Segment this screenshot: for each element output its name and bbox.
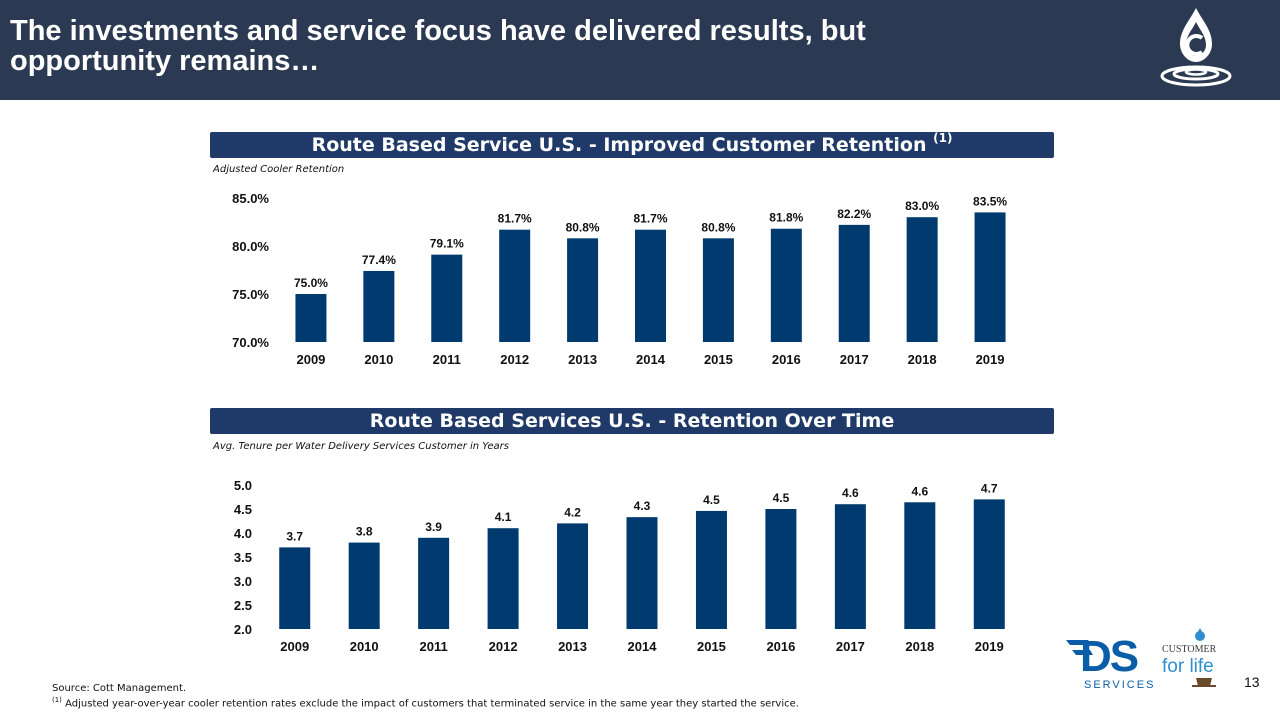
tenure-bar bbox=[695, 510, 727, 629]
tenure-ytick-label: 2.0 bbox=[234, 622, 252, 637]
retention-bar bbox=[431, 254, 463, 342]
retention-bar bbox=[363, 270, 395, 342]
page-number: 13 bbox=[1244, 674, 1260, 690]
retention-value-label: 80.8% bbox=[566, 220, 600, 234]
tenure-bar bbox=[487, 528, 519, 629]
tenure-bar bbox=[279, 547, 311, 629]
tenure-value-label: 4.2 bbox=[564, 505, 581, 519]
retention-category-label: 2017 bbox=[840, 352, 869, 367]
cott-logo-icon bbox=[1160, 8, 1232, 87]
retention-value-label: 79.1% bbox=[430, 237, 464, 251]
retention-value-label: 81.7% bbox=[633, 212, 667, 226]
tenure-bar bbox=[765, 509, 797, 629]
retention-value-label: 77.4% bbox=[362, 253, 396, 267]
tenure-value-label: 3.9 bbox=[425, 520, 442, 534]
retention-ytick-label: 75.0% bbox=[232, 287, 269, 302]
tenure-bar bbox=[904, 502, 936, 629]
footnote-marker: (1) bbox=[52, 696, 62, 704]
customer-text: CUSTOMER bbox=[1162, 644, 1217, 655]
retention-value-label: 83.5% bbox=[973, 194, 1007, 208]
tenure-value-label: 4.5 bbox=[703, 493, 720, 507]
retention-bar bbox=[906, 217, 938, 342]
tenure-category-label: 2015 bbox=[697, 639, 726, 654]
retention-bar bbox=[838, 224, 870, 342]
ds-text: DS bbox=[1080, 632, 1138, 681]
footnote: (1) Adjusted year-over-year cooler reten… bbox=[52, 696, 799, 709]
tenure-category-label: 2017 bbox=[836, 639, 865, 654]
retention-category-label: 2013 bbox=[568, 352, 597, 367]
tenure-category-label: 2019 bbox=[975, 639, 1004, 654]
tenure-bar bbox=[557, 523, 589, 629]
source-note: Source: Cott Management. bbox=[52, 683, 187, 694]
tenure-bar bbox=[418, 537, 450, 629]
tenure-category-label: 2014 bbox=[628, 639, 658, 654]
chart1-subtitle: Adjusted Cooler Retention bbox=[213, 164, 345, 175]
services-text: SERVICES bbox=[1084, 679, 1155, 691]
retention-category-label: 2014 bbox=[636, 352, 666, 367]
tenure-ytick-label: 3.0 bbox=[234, 574, 252, 589]
tenure-category-label: 2011 bbox=[420, 639, 448, 654]
slide-title: The investments and service focus have d… bbox=[10, 15, 866, 77]
tenure-category-label: 2012 bbox=[489, 639, 518, 654]
retention-ytick-label: 80.0% bbox=[232, 239, 269, 254]
tenure-ytick-label: 2.5 bbox=[234, 598, 252, 613]
retention-category-label: 2016 bbox=[772, 352, 801, 367]
retention-category-label: 2012 bbox=[500, 352, 529, 367]
tenure-category-label: 2010 bbox=[350, 639, 379, 654]
tenure-bar bbox=[348, 542, 380, 629]
tenure-value-label: 4.7 bbox=[981, 481, 998, 495]
tenure-value-label: 3.7 bbox=[286, 529, 303, 543]
tenure-ytick-label: 5.0 bbox=[234, 478, 252, 493]
retention-bar bbox=[499, 229, 531, 342]
tenure-value-label: 3.8 bbox=[356, 525, 373, 539]
retention-value-label: 81.8% bbox=[769, 211, 803, 225]
section-title-retention: Route Based Service U.S. - Improved Cust… bbox=[210, 132, 1054, 158]
tenure-value-label: 4.3 bbox=[634, 499, 651, 513]
section-title-tenure-text: Route Based Services U.S. - Retention Ov… bbox=[369, 410, 895, 432]
tenure-ytick-label: 4.0 bbox=[234, 526, 252, 541]
forlife-text: for life bbox=[1162, 656, 1214, 677]
retention-bar bbox=[295, 294, 327, 342]
footnote-ref: (1) bbox=[933, 131, 953, 145]
tenure-category-label: 2016 bbox=[766, 639, 795, 654]
retention-value-label: 82.2% bbox=[837, 207, 871, 221]
tenure-value-label: 4.6 bbox=[842, 486, 859, 500]
retention-category-label: 2018 bbox=[908, 352, 937, 367]
retention-category-label: 2009 bbox=[296, 352, 325, 367]
ds-services-logo: DS SERVICES CUSTOMER for life bbox=[1066, 628, 1217, 691]
retention-bar bbox=[635, 229, 666, 342]
section-title-tenure: Route Based Services U.S. - Retention Ov… bbox=[210, 408, 1054, 434]
tenure-category-label: 2009 bbox=[280, 639, 309, 654]
retention-category-label: 2011 bbox=[433, 352, 461, 367]
retention-category-label: 2010 bbox=[364, 352, 393, 367]
retention-bar bbox=[702, 238, 734, 342]
retention-bar bbox=[770, 228, 802, 342]
tenure-ytick-label: 4.5 bbox=[234, 502, 252, 517]
chart2-subtitle: Avg. Tenure per Water Delivery Services … bbox=[213, 441, 509, 452]
retention-value-label: 81.7% bbox=[498, 212, 532, 226]
tenure-bar bbox=[834, 504, 866, 629]
tenure-bar bbox=[626, 517, 658, 629]
retention-category-label: 2019 bbox=[976, 352, 1005, 367]
section-title-retention-text: Route Based Service U.S. - Improved Cust… bbox=[311, 134, 927, 156]
retention-bar bbox=[567, 238, 599, 342]
retention-value-label: 80.8% bbox=[701, 220, 735, 234]
retention-ytick-label: 70.0% bbox=[232, 335, 269, 350]
header-bar: The investments and service focus have d… bbox=[0, 0, 1280, 100]
tenure-value-label: 4.5 bbox=[773, 491, 790, 505]
tenure-ytick-label: 3.5 bbox=[234, 550, 252, 565]
retention-ytick-label: 85.0% bbox=[232, 191, 269, 206]
retention-value-label: 83.0% bbox=[905, 199, 939, 213]
retention-bar bbox=[974, 212, 1006, 342]
tenure-bar bbox=[973, 499, 1005, 629]
tenure-value-label: 4.1 bbox=[495, 510, 512, 524]
footnote-text: Adjusted year-over-year cooler retention… bbox=[65, 698, 799, 710]
retention-value-label: 75.0% bbox=[294, 276, 328, 290]
tenure-category-label: 2013 bbox=[558, 639, 587, 654]
retention-category-label: 2015 bbox=[704, 352, 733, 367]
tenure-value-label: 4.6 bbox=[911, 484, 928, 498]
tenure-category-label: 2018 bbox=[905, 639, 934, 654]
